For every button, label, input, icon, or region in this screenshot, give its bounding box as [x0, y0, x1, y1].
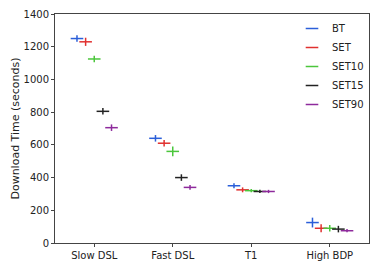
svg-text:600: 600: [30, 139, 49, 150]
svg-text:SET: SET: [332, 42, 352, 53]
svg-text:1000: 1000: [24, 74, 49, 85]
svg-text:0: 0: [43, 238, 49, 249]
svg-text:200: 200: [30, 205, 49, 216]
svg-text:800: 800: [30, 107, 49, 118]
svg-text:400: 400: [30, 172, 49, 183]
svg-text:Download Time (seconds): Download Time (seconds): [9, 57, 22, 199]
svg-text:SET15: SET15: [332, 80, 364, 91]
svg-text:SET10: SET10: [332, 61, 364, 72]
svg-text:1400: 1400: [24, 9, 49, 20]
svg-text:1200: 1200: [24, 41, 49, 52]
svg-text:Slow DSL: Slow DSL: [71, 250, 118, 261]
svg-text:Fast DSL: Fast DSL: [151, 250, 194, 261]
svg-text:SET90: SET90: [332, 99, 364, 110]
svg-text:T1: T1: [244, 250, 257, 261]
svg-text:BT: BT: [332, 23, 346, 34]
svg-text:High BDP: High BDP: [306, 250, 353, 261]
